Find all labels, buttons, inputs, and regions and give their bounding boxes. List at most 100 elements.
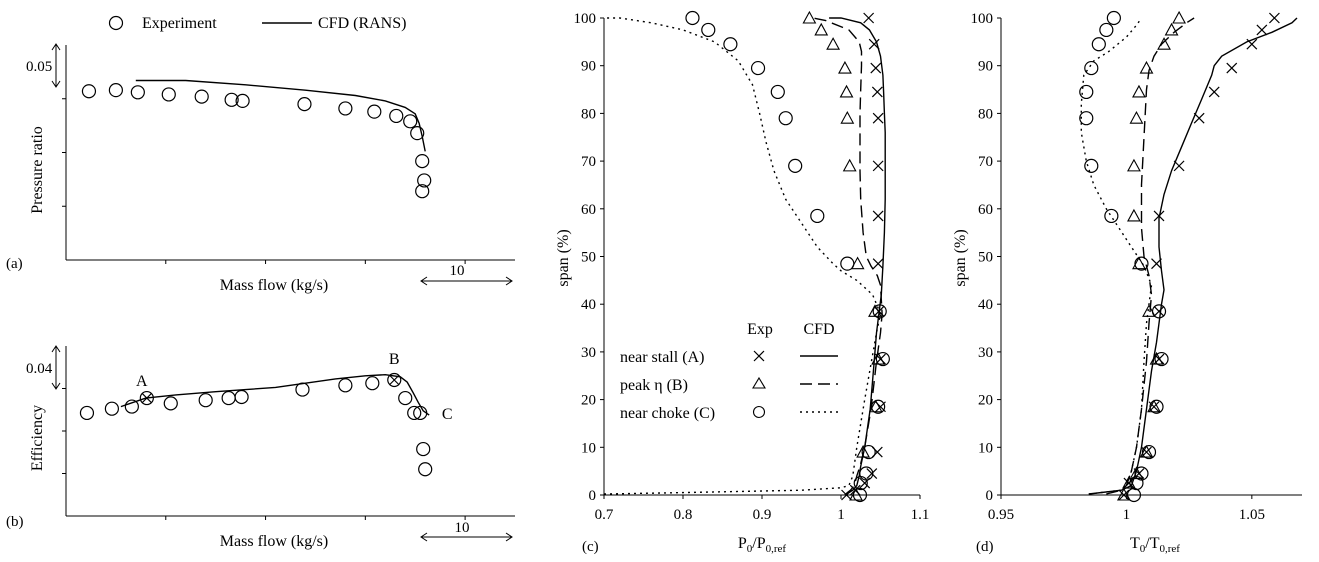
panel-a-experiment-point-3	[161, 87, 176, 102]
panel-c-near-stall-a-point-3	[871, 86, 883, 98]
panel-a-experiment-point-13	[415, 154, 430, 169]
panel-c-near-choke-c-cfd-line	[603, 17, 882, 495]
panel-d-peak-b-point-6	[1127, 158, 1141, 172]
panel-d-y-tick-label-9: 90	[978, 59, 993, 75]
panel-c-near-choke-c-point-6	[788, 158, 803, 173]
panel-b-y-scale-arrowhead-bottom	[51, 382, 61, 390]
panel-c-near-choke-c-point-9	[872, 304, 887, 319]
panel-b-x-scale-arrowhead-right	[505, 532, 513, 542]
panel-a-experiment-point-14	[417, 173, 432, 188]
panel-c-y-tick-label-1: 10	[581, 440, 596, 456]
panel-b-y-scale-arrowhead-top	[51, 345, 61, 353]
panel-c-near-choke-c-point-10	[875, 351, 890, 367]
panel-c-near-choke-c-point-13	[859, 466, 874, 481]
legend-entry-peak-eta: peak η (B)	[620, 377, 688, 394]
panel-c-x-tick-label-3: 1	[837, 507, 845, 523]
legend-experiment-marker	[108, 15, 124, 31]
panel-d-total-temperature-profile: 0 10 20 30 40 50 60 70 80 90 100 0.95 1 1.05 span (%)…	[952, 10, 1302, 555]
panel-d-y-tick-label-5: 50	[978, 250, 993, 266]
panel-a-y-scale-arrowhead-bottom	[51, 80, 61, 88]
panel-c-near-choke-c-point-12	[861, 444, 876, 460]
panel-d-peak-b-point-5	[1129, 111, 1144, 124]
panel-b-op-b-label: B	[389, 351, 400, 368]
panel-b-experiment-point-9	[338, 378, 353, 393]
panel-d-near-choke-c-point-6	[1084, 158, 1099, 173]
panel-d-near-stall-a-point-7	[1153, 210, 1165, 222]
panel-d-near-stall-a-point-2	[1246, 38, 1258, 50]
panel-a-experiment-point-4	[194, 89, 209, 104]
panel-c-y-tick-label-5: 50	[581, 250, 596, 266]
panel-d-xlabel: T0/T0,ref	[1130, 535, 1180, 555]
panel-d-near-stall-a-point-5	[1193, 112, 1205, 124]
panel-b-cfd-rans-cfd-line	[120, 373, 430, 416]
panel-d-peak-b-point-12	[1139, 444, 1154, 458]
panel-c-near-choke-c-point-7	[810, 208, 825, 224]
legend-experiment-label: Experiment	[142, 15, 217, 32]
panel-c-y-tick-label-2: 20	[581, 393, 596, 409]
legend-cfd-header: CFD	[803, 321, 834, 338]
panel-a-experiment-point-9	[367, 104, 382, 119]
panel-b-y-scale-label: 0.04	[26, 361, 53, 377]
panel-c-peak-b-point-1	[814, 22, 829, 36]
panel-c-xlabel-sub1: 0	[747, 543, 753, 555]
panel-c-near-stall-a-point-8	[873, 305, 885, 317]
panel-c-legend: Exp CFD near stall (A) peak η (B) near c…	[620, 321, 838, 422]
panel-b-experiment-point-4	[163, 396, 178, 411]
panel-c-xlabel-main: P	[738, 535, 747, 552]
panel-b-experiment-point-0	[79, 405, 95, 421]
panel-c-y-tick-label-0: 0	[589, 488, 597, 504]
panel-d-y-tick-label-1: 10	[978, 440, 993, 456]
panel-d-near-stall-a-point-14	[1123, 477, 1135, 489]
panel-a-x-scale-arrowhead-right	[505, 276, 513, 286]
panel-d-x-tick-label-2: 1.05	[1239, 507, 1265, 523]
panel-c-y-tick-label-3: 30	[581, 345, 596, 361]
panel-c-near-choke-c-point-3	[750, 60, 766, 76]
panel-c-label: (c)	[582, 539, 599, 555]
panel-c-xlabel-mid: /P	[752, 535, 765, 552]
panel-c-peak-b-point-6	[842, 158, 857, 172]
panel-d-y-tick-label-4: 40	[978, 297, 993, 313]
panel-d-xlabel-main: T	[1130, 535, 1140, 552]
panel-d-near-choke-c-point-9	[1151, 304, 1167, 319]
panel-a-experiment-point-10	[389, 108, 404, 124]
panel-a-experiment-point-2	[130, 85, 145, 100]
panel-c-near-choke-c-point-8	[840, 256, 855, 271]
panel-d-y-tick-label-2: 20	[978, 393, 993, 409]
panel-c-near-stall-a-point-15	[841, 489, 852, 501]
panel-a-experiment-point-8	[338, 101, 353, 116]
panel-c-peak-b-point-11	[856, 444, 871, 458]
legend-entry-near-stall: near stall (A)	[620, 349, 704, 366]
panel-c-y-tick-label-9: 90	[581, 59, 596, 75]
panel-d-near-choke-c-point-1	[1099, 22, 1114, 38]
panel-a-experiment-point-1	[108, 83, 123, 98]
panel-d-peak-b-point-14	[1122, 475, 1136, 489]
panel-a-experiment-point-7	[297, 97, 312, 112]
panel-a-y-scale-arrowhead-top	[51, 43, 61, 51]
panel-a-experiment-point-15	[415, 184, 430, 199]
panel-a-xlabel: Mass flow (kg/s)	[220, 277, 328, 294]
panel-d-near-choke-c-point-15	[1126, 487, 1142, 503]
panel-d-near-choke-c-point-11	[1149, 399, 1164, 414]
panel-d-near-stall-a-point-9	[1153, 305, 1165, 317]
panel-d-y-tick-label-7: 70	[978, 154, 993, 170]
panel-c-near-stall-a-point-6	[872, 210, 884, 222]
panel-c-xlabel-sub2: 0,ref	[766, 543, 787, 555]
panel-c-near-stall-a-cfd-line	[829, 17, 886, 496]
panel-b-experiment-point-14	[413, 405, 428, 421]
panel-d-xlabel-sub2: 0,ref	[1160, 543, 1181, 555]
panel-d-peak-b-cfd-line	[1106, 17, 1195, 495]
panel-d-peak-b-point-1	[1164, 22, 1179, 36]
panel-c-near-stall-a-point-12	[866, 468, 878, 479]
panel-a-experiment-point-11	[403, 114, 418, 129]
panel-c-xlabel: P0/P0,ref	[738, 535, 787, 555]
panel-c-near-stall-a-point-4	[872, 112, 884, 124]
panel-c-near-choke-c-point-15	[852, 487, 868, 503]
panel-b-efficiency: 0.04 10 Mass flow (kg/s) Efficiency (b) …	[6, 345, 515, 550]
panel-b-experiment-point-2	[124, 399, 139, 414]
panel-b-experiment-point-3	[139, 390, 154, 406]
panel-a-x-scale-arrowhead-left	[420, 276, 428, 286]
panel-d-near-stall-a-point-1	[1256, 24, 1268, 36]
panel-d-peak-b-point-4	[1132, 84, 1146, 98]
